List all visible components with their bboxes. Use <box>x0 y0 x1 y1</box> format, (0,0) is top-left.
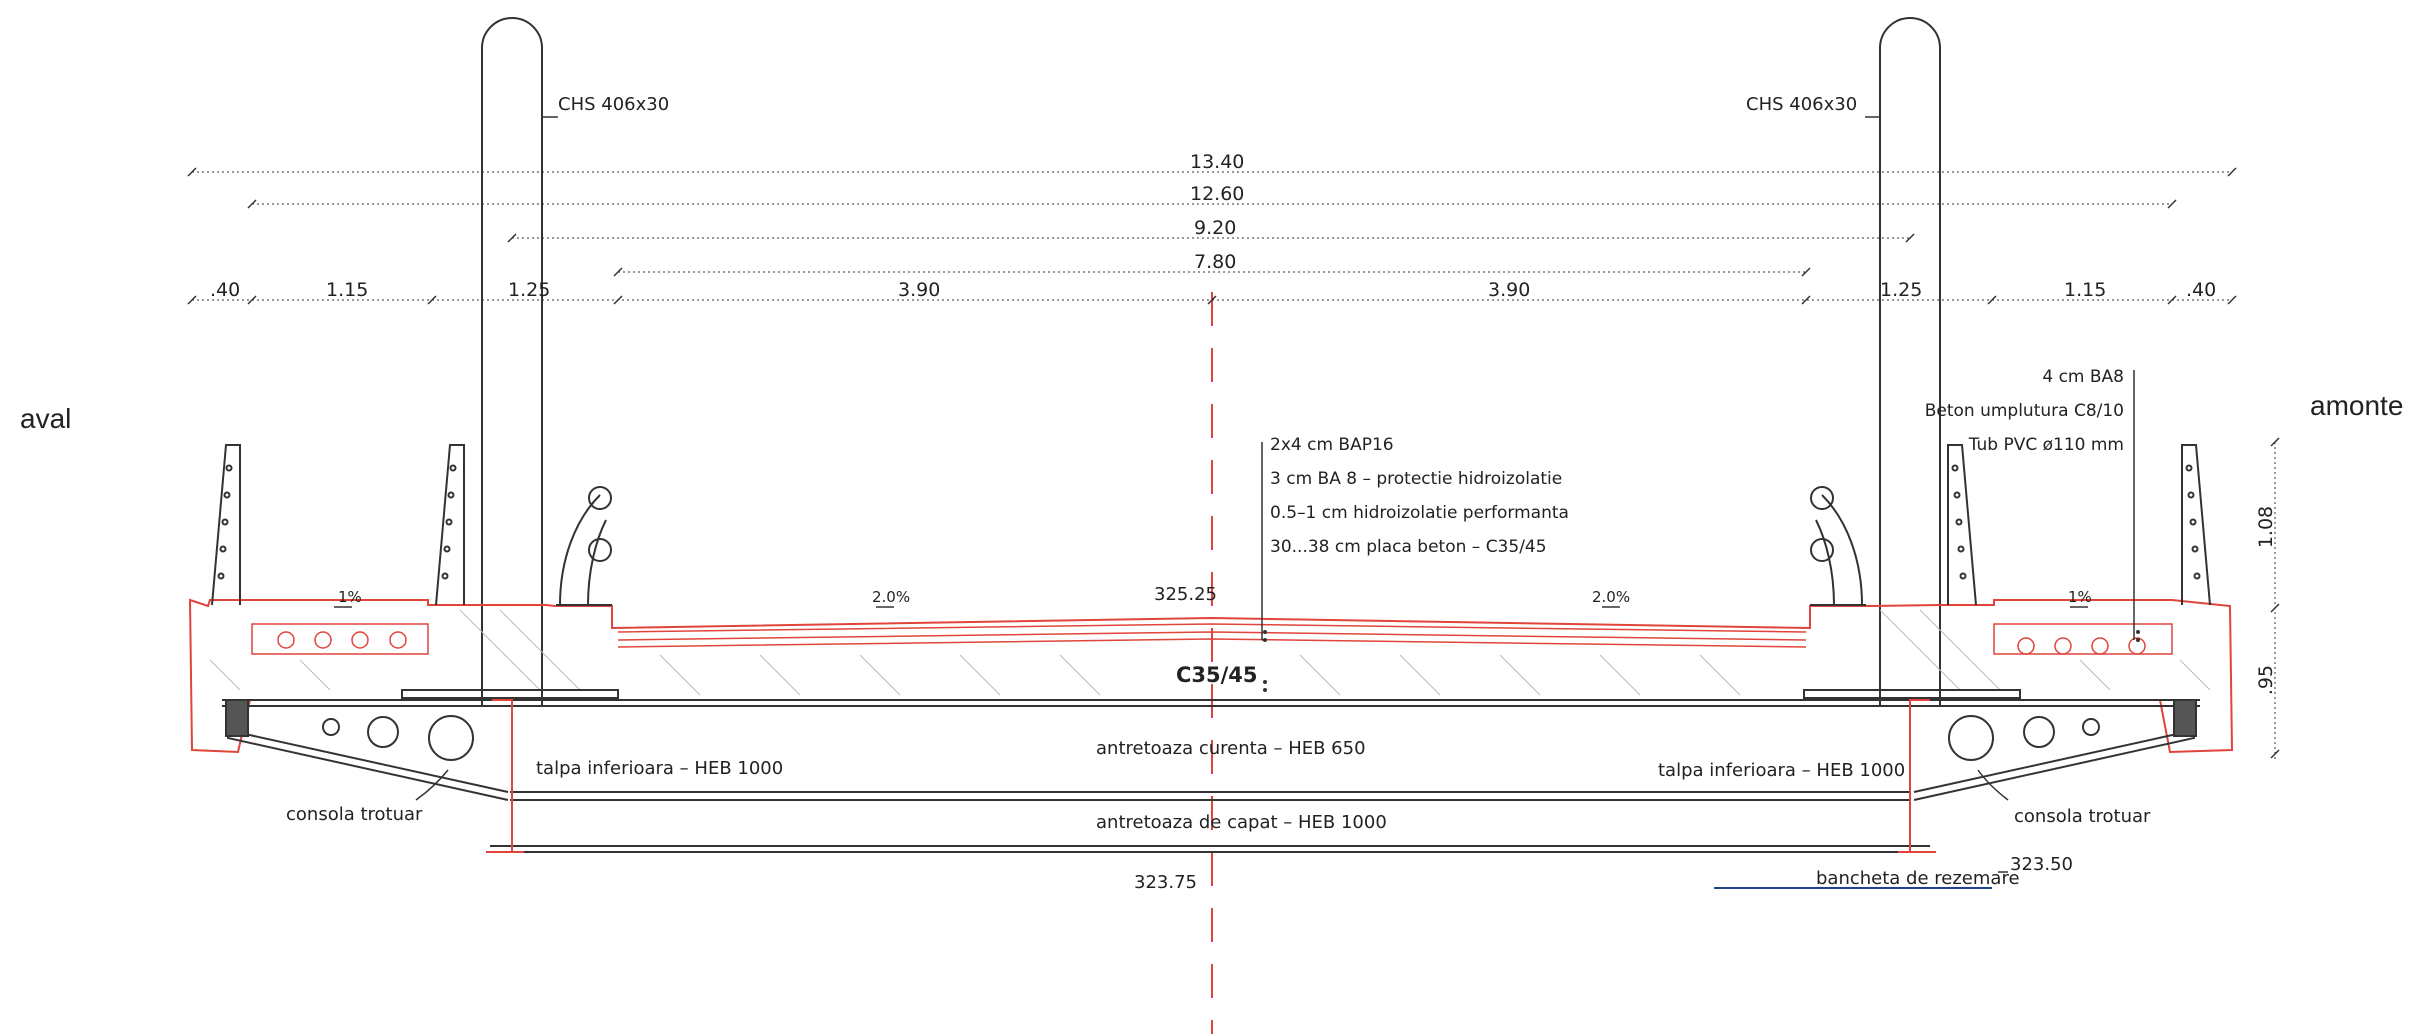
elevation-bottom-axis: 323.75 <box>1134 872 1197 893</box>
elevation-bearing: 323.50 <box>2010 854 2073 875</box>
dim-sidewalk-left: 1.15 <box>326 279 368 301</box>
concrete-class-label: C35/45 <box>1176 663 1258 687</box>
side-label-aval: aval <box>20 403 71 434</box>
guardrail-right <box>1810 486 1866 606</box>
dim-total: 13.40 <box>1190 151 1244 173</box>
deck-layer-1: 2x4 cm BAP16 <box>1270 435 1394 455</box>
guardrail-left <box>556 486 612 606</box>
elevation-top-axis: 325.25 <box>1154 584 1217 605</box>
dim-between-pylons: 9.20 <box>1194 217 1236 239</box>
railing-post-right-inner <box>1947 444 1977 606</box>
dim-pylon-zone-right: 1.25 <box>1880 279 1922 301</box>
label-cross-beam-current: antretoaza curenta – HEB 650 <box>1096 738 1366 759</box>
railing-post-right-outer <box>2181 444 2211 606</box>
deck-layer-4: 30...38 cm placa beton – C35/45 <box>1270 537 1547 557</box>
dim-slab-depth: .95 <box>2255 665 2277 695</box>
railing-post-left-outer <box>211 444 241 606</box>
sidewalk-layer-1: 4 cm BA8 <box>2042 367 2124 387</box>
deck-layer-2: 3 cm BA 8 – protectie hidroizolatie <box>1270 469 1562 489</box>
pvc-pipes-right <box>2017 637 2146 655</box>
dim-railing-height: 1.08 <box>2255 506 2277 548</box>
slope-roadway-right: 2.0% <box>1592 588 1630 606</box>
sidewalk-layer-3: Tub PVC ø110 mm <box>1968 435 2124 455</box>
pylon-label-right: CHS 406x30 <box>1746 94 1857 115</box>
dim-sidewalk-right: 1.15 <box>2064 279 2106 301</box>
deck-layer-3: 0.5–1 cm hidroizolatie performanta <box>1270 503 1569 523</box>
dim-carriageway: 7.80 <box>1194 251 1236 273</box>
sidewalk-layer-2: Beton umplutura C8/10 <box>1925 401 2124 421</box>
label-bottom-flange-left: talpa inferioara – HEB 1000 <box>536 758 783 779</box>
bracket-left <box>225 699 509 801</box>
dim-edge-left: .40 <box>210 279 240 301</box>
label-bracket-left: consola trotuar <box>286 804 423 825</box>
slope-roadway-left: 2.0% <box>872 588 910 606</box>
dim-edge-right: .40 <box>2186 279 2216 301</box>
pylon-left <box>481 17 543 705</box>
pylon-right <box>1879 17 1941 705</box>
dim-pylon-zone-left: 1.25 <box>508 279 550 301</box>
slope-sidewalk-left: 1% <box>338 588 362 606</box>
pvc-pipes-left <box>277 631 407 649</box>
pylon-label-left: CHS 406x30 <box>558 94 669 115</box>
railing-post-left-inner <box>435 444 465 606</box>
steel-cross-beams <box>222 699 2200 853</box>
label-bearing-seat: bancheta de rezemare <box>1816 868 2020 889</box>
slope-sidewalk-right: 1% <box>2068 588 2092 606</box>
dim-rail-to-rail: 12.60 <box>1190 183 1244 205</box>
dim-half-lane-right: 3.90 <box>1488 279 1530 301</box>
label-bottom-flange-right: talpa inferioara – HEB 1000 <box>1658 760 1905 781</box>
label-bracket-right: consola trotuar <box>2014 806 2151 827</box>
bracket-right <box>1913 699 2197 801</box>
label-cross-beam-end: antretoaza de capat – HEB 1000 <box>1096 812 1387 833</box>
dim-half-lane-left: 3.90 <box>898 279 940 301</box>
side-label-amonte: amonte <box>2310 390 2403 421</box>
